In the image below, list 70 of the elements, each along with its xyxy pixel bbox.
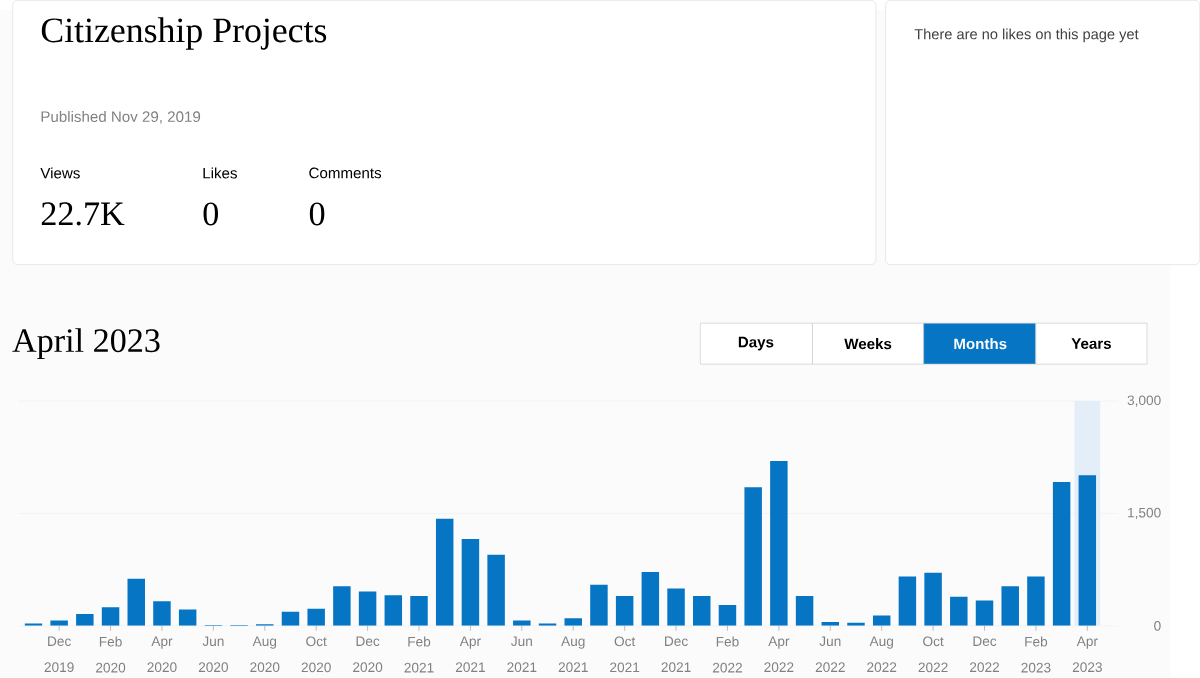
text: There are no likes on this page yet bbox=[914, 28, 1139, 43]
bar bbox=[795, 595, 814, 626]
bar bbox=[410, 595, 428, 626]
bar bbox=[178, 609, 197, 626]
bar bbox=[770, 461, 788, 626]
x-tick-label: Dec 2021 bbox=[661, 636, 691, 673]
text: Weeks bbox=[844, 338, 892, 350]
bar bbox=[76, 613, 94, 626]
y-tick-label: 1,500 bbox=[1128, 507, 1161, 520]
bar bbox=[950, 596, 968, 626]
bar bbox=[358, 591, 377, 626]
bar bbox=[1078, 475, 1097, 626]
text: 0 bbox=[309, 202, 325, 226]
x-tick-label: Feb 2022 bbox=[712, 636, 742, 673]
text: Comments bbox=[309, 167, 382, 179]
bar bbox=[435, 518, 454, 626]
y-tick-label: 3,000 bbox=[1127, 395, 1161, 407]
text: Likes bbox=[203, 167, 237, 179]
text: Citizenship Projects bbox=[41, 17, 327, 50]
chart-title: April 2023 bbox=[12, 328, 160, 360]
x-tick-label: Feb 2023 bbox=[1021, 636, 1051, 673]
text: 22.7K bbox=[41, 202, 125, 226]
bar bbox=[101, 607, 120, 626]
text: Views bbox=[40, 167, 80, 179]
text: Published Nov 29, 2019 bbox=[41, 110, 201, 124]
text: 0 bbox=[203, 202, 219, 226]
x-tick-label: Apr 2022 bbox=[764, 636, 794, 673]
x-tick-label: Apr 2023 bbox=[1072, 636, 1102, 673]
bar bbox=[307, 608, 325, 626]
x-tick-label: Feb 2020 bbox=[96, 636, 126, 673]
bar bbox=[1027, 576, 1045, 626]
x-tick-label: Dec 2022 bbox=[970, 636, 1000, 673]
bar bbox=[333, 586, 351, 626]
x-tick-label: Aug 2021 bbox=[558, 636, 588, 673]
x-tick-label: Oct 2022 bbox=[918, 636, 948, 673]
bar bbox=[898, 576, 917, 626]
bar bbox=[1001, 586, 1019, 626]
bar bbox=[744, 487, 762, 626]
bar bbox=[872, 615, 891, 626]
bar bbox=[693, 595, 711, 626]
bar bbox=[641, 571, 660, 626]
x-tick-label: Apr 2020 bbox=[147, 636, 177, 673]
x-tick-label: Aug 2020 bbox=[250, 636, 280, 673]
bar bbox=[564, 618, 582, 626]
x-tick-label: Apr 2021 bbox=[455, 636, 485, 673]
text: Months bbox=[954, 338, 1007, 350]
text: Days bbox=[738, 336, 774, 351]
bar bbox=[667, 588, 685, 626]
bar bbox=[975, 600, 994, 626]
x-tick-label: Jun 2022 bbox=[815, 636, 845, 673]
bar bbox=[127, 578, 145, 626]
x-tick-label: Dec 2019 bbox=[44, 636, 74, 673]
bar bbox=[384, 595, 403, 626]
x-tick-label: Aug 2022 bbox=[867, 636, 897, 673]
x-tick-label: Dec 2020 bbox=[353, 636, 383, 673]
x-tick-label: Jun 2020 bbox=[198, 636, 229, 673]
bar bbox=[924, 572, 942, 626]
bar bbox=[153, 601, 171, 626]
x-tick-label: Jun 2021 bbox=[507, 636, 537, 673]
bar bbox=[1052, 482, 1071, 626]
x-tick-label: Oct 2020 bbox=[301, 636, 331, 673]
bar bbox=[718, 604, 737, 626]
bar bbox=[461, 538, 480, 626]
bar bbox=[615, 595, 634, 626]
x-tick-label: Feb 2021 bbox=[404, 636, 434, 673]
bar bbox=[590, 584, 608, 626]
text: Years bbox=[1071, 338, 1111, 349]
bar bbox=[487, 554, 505, 626]
y-tick-label: 0 bbox=[1154, 621, 1161, 631]
x-tick-label: Oct 2021 bbox=[610, 636, 640, 673]
